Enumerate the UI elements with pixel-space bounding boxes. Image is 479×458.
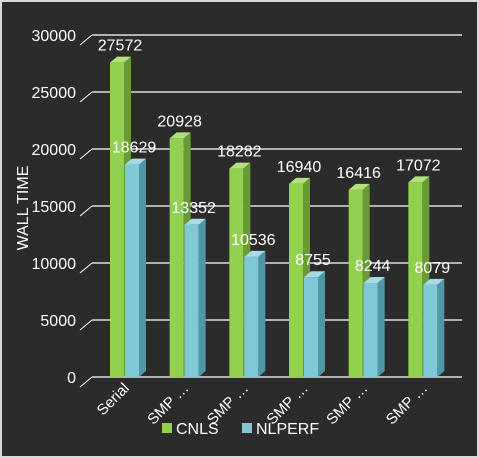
- x-category-label: SMP …: [383, 380, 431, 428]
- data-label-nlperf: 8755: [295, 252, 331, 269]
- legend-swatch-cnls: [162, 423, 172, 433]
- gridline-edge: [79, 91, 93, 103]
- data-label-cnls: 27572: [98, 38, 143, 55]
- data-label-cnls: 17072: [396, 157, 441, 174]
- data-label-nlperf: 8079: [415, 260, 451, 277]
- gridline-edge: [79, 319, 93, 331]
- x-category-label: SMP …: [323, 380, 371, 428]
- bar-front: [363, 283, 378, 377]
- bar-top: [169, 132, 191, 139]
- y-tick-label: 15000: [32, 199, 77, 216]
- bar-top: [423, 278, 445, 285]
- y-axis: 0 5000 10000 15000 20000 25000 30000: [32, 28, 77, 387]
- bar-nlperf: [423, 278, 445, 377]
- bar-top: [184, 218, 206, 225]
- y-tick-label: 25000: [32, 85, 77, 102]
- gridline-edge: [79, 34, 93, 46]
- bar-top: [125, 158, 146, 165]
- y-tick-label: 10000: [32, 256, 77, 273]
- bar-side: [377, 277, 385, 377]
- bar-nlperf: [184, 218, 206, 377]
- bar-front: [110, 62, 124, 377]
- bars: [110, 56, 445, 377]
- y-tick-label: 20000: [32, 142, 77, 159]
- bar-side: [437, 278, 445, 377]
- bar-front: [348, 189, 363, 377]
- data-label-nlperf: 10536: [231, 232, 276, 249]
- bar-top: [110, 56, 131, 63]
- data-label-nlperf: 18629: [112, 140, 157, 157]
- bar-front: [244, 256, 259, 377]
- gridline-edge: [79, 148, 93, 160]
- data-label-cnls: 20928: [157, 113, 202, 130]
- legend-swatch-nlperf: [242, 423, 252, 433]
- gridlines: [79, 34, 462, 388]
- bar-front: [125, 164, 139, 377]
- y-tick-label: 5000: [40, 313, 76, 330]
- bar-top: [289, 177, 310, 184]
- bar-side: [258, 250, 266, 377]
- legend-label-nlperf: NLPERF: [256, 421, 319, 438]
- bar-top: [304, 271, 325, 278]
- data-label-nlperf: 13352: [171, 200, 216, 217]
- bar-nlperf: [363, 277, 385, 377]
- bar-front: [229, 168, 244, 377]
- bar-top: [229, 162, 251, 169]
- y-axis-title: WALL TIME: [15, 166, 32, 251]
- gridline-edge: [79, 376, 93, 388]
- bar-front: [289, 183, 303, 377]
- bar-nlperf: [244, 250, 266, 377]
- legend-label-cnls: CNLS: [176, 421, 219, 438]
- bar-front: [304, 277, 318, 377]
- bar-nlperf: [304, 271, 325, 377]
- bar-front: [408, 182, 423, 377]
- bar-top: [244, 250, 266, 257]
- y-tick-label: 30000: [32, 28, 77, 45]
- y-tick-label: 0: [67, 370, 76, 387]
- data-label-cnls: 16940: [277, 159, 322, 176]
- bar-cnls: [408, 176, 430, 377]
- x-category-label: Serial: [94, 380, 133, 419]
- data-label-cnls: 16416: [336, 165, 381, 182]
- bar-nlperf: [125, 158, 146, 377]
- bar-front: [423, 284, 438, 377]
- gridline-edge: [79, 262, 93, 274]
- bar-top: [408, 176, 430, 183]
- bar-side: [139, 158, 146, 377]
- bar-front: [169, 138, 184, 377]
- data-label-cnls: 18282: [217, 144, 262, 161]
- legend: CNLS NLPERF: [162, 421, 319, 438]
- bar-front: [184, 224, 199, 377]
- data-label-nlperf: 8244: [355, 258, 391, 275]
- bar-top: [363, 277, 385, 284]
- bar-top: [348, 183, 370, 190]
- bar-side: [198, 218, 206, 377]
- bar-side: [318, 271, 325, 377]
- gridline-edge: [79, 205, 93, 217]
